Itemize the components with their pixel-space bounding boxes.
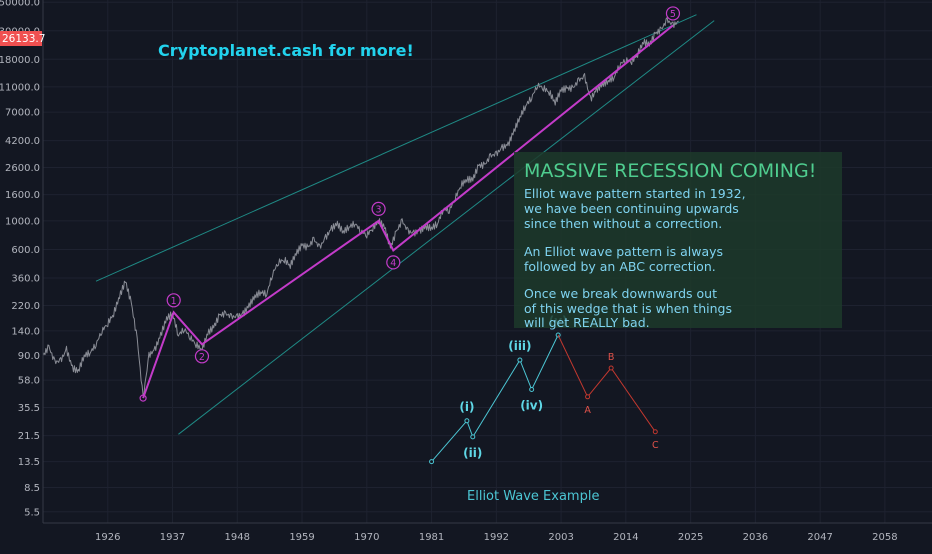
example-label: (i) bbox=[459, 400, 474, 414]
recession-line-2: we have been continuing upwards bbox=[524, 201, 739, 216]
recession-box-bg bbox=[514, 152, 842, 328]
abc-label: B bbox=[608, 352, 615, 363]
wave-label-circle bbox=[194, 349, 210, 364]
recession-line-1: Elliot wave pattern started in 1932, bbox=[524, 186, 746, 201]
x-tick-label: 2047 bbox=[807, 532, 832, 543]
example-caption: Elliot Wave Example bbox=[467, 489, 599, 504]
x-tick-label: 2014 bbox=[613, 532, 638, 543]
wedge-line bbox=[178, 20, 715, 435]
y-tick-label: 90.0 bbox=[18, 351, 40, 362]
example-wave-point bbox=[555, 332, 561, 338]
x-tick-label: 1981 bbox=[419, 532, 444, 543]
example-wave-point bbox=[470, 434, 476, 440]
example-label: (iii) bbox=[508, 339, 531, 353]
recession-line-10: will get REALLY bad. bbox=[524, 315, 650, 330]
y-tick-label: 50000.0 bbox=[0, 0, 40, 9]
y-tick-label: 4200.0 bbox=[5, 136, 40, 147]
headline-text: Cryptoplanet.cash for more! bbox=[158, 41, 414, 60]
wave-label-3: 3 bbox=[371, 201, 386, 216]
main-wave-line bbox=[142, 24, 674, 399]
recession-annotation[interactable]: MASSIVE RECESSION COMING! Elliot wave pa… bbox=[514, 152, 842, 330]
wave-label-1: 1 bbox=[166, 293, 181, 308]
wave-label-text: 2 bbox=[199, 352, 205, 363]
wave-label-2: 2 bbox=[194, 349, 210, 364]
recession-line-5: An Elliot wave pattern is always bbox=[524, 244, 723, 259]
wave-label-circle bbox=[386, 255, 401, 270]
y-tick-label: 360.0 bbox=[11, 274, 40, 285]
recession-title: MASSIVE RECESSION COMING! bbox=[524, 160, 816, 182]
wave-label-circle bbox=[665, 6, 681, 21]
x-tick-label: 2003 bbox=[548, 532, 573, 543]
y-tick-label: 13.5 bbox=[18, 457, 40, 468]
wave-label-text: 3 bbox=[376, 204, 382, 215]
example-wave-point bbox=[429, 459, 435, 465]
wedge-line bbox=[95, 14, 697, 282]
example-label: (ii) bbox=[463, 446, 482, 460]
recession-line-8: Once we break downwards out bbox=[524, 286, 717, 301]
wave-label-circle bbox=[166, 293, 181, 308]
y-tick-label: 1000.0 bbox=[5, 216, 40, 227]
y-tick-label: 220.0 bbox=[11, 301, 40, 312]
current-price-badge: 26133.7 bbox=[0, 31, 45, 46]
y-tick-label: 8.5 bbox=[24, 483, 40, 494]
wedge-trendlines bbox=[95, 14, 715, 435]
wave-label-text: 5 bbox=[670, 9, 676, 20]
example-wave-point bbox=[529, 387, 535, 393]
current-price-label: 26133.7 bbox=[2, 33, 45, 45]
y-tick-label: 600.0 bbox=[11, 245, 40, 256]
example-label: (iv) bbox=[520, 399, 543, 413]
x-tick-label: 1959 bbox=[289, 532, 314, 543]
abc-label: A bbox=[584, 405, 591, 416]
abc-label: C bbox=[652, 440, 659, 451]
elliott-main-wave: 1 2 3 4 5 bbox=[139, 6, 681, 402]
abc-wave-point bbox=[608, 365, 614, 371]
y-tick-label: 140.0 bbox=[11, 326, 40, 337]
y-tick-label: 7000.0 bbox=[5, 108, 40, 119]
x-tick-label: 1948 bbox=[225, 532, 250, 543]
wave-label-text: 4 bbox=[390, 258, 396, 269]
y-tick-label: 18000.0 bbox=[0, 55, 40, 66]
time-axis[interactable]: 1926 1937 1948 1959 1970 1981 1992 2003 2014 2025… bbox=[0, 522, 932, 550]
wave-label-4: 4 bbox=[386, 255, 401, 270]
y-tick-label: 35.5 bbox=[18, 403, 40, 414]
recession-line-6: followed by an ABC correction. bbox=[524, 259, 716, 274]
wave-label-circle bbox=[371, 201, 386, 216]
wave-label-text: 1 bbox=[171, 296, 177, 307]
x-tick-label: 2058 bbox=[872, 532, 897, 543]
example-wave-point bbox=[464, 418, 470, 424]
abc-wave-point bbox=[652, 429, 658, 435]
example-wave-line bbox=[431, 334, 559, 462]
wave-origin-marker bbox=[139, 394, 147, 402]
x-tick-label: 1970 bbox=[354, 532, 379, 543]
recession-line-9: of this wedge that is when things bbox=[524, 301, 732, 316]
abc-wave-point bbox=[585, 394, 591, 400]
x-tick-label: 1937 bbox=[160, 532, 185, 543]
abc-wave-line bbox=[557, 334, 656, 433]
abc-correction-wave: A B C bbox=[557, 334, 659, 451]
x-tick-label: 1926 bbox=[95, 532, 120, 543]
y-tick-label: 2600.0 bbox=[5, 163, 40, 174]
x-tick-label: 2036 bbox=[743, 532, 768, 543]
x-tick-label: 1992 bbox=[484, 532, 509, 543]
example-wave-point bbox=[517, 357, 523, 363]
wave-label-5: 5 bbox=[665, 6, 681, 21]
y-tick-label: 11000.0 bbox=[0, 82, 40, 93]
current-price-badge-bg bbox=[0, 31, 42, 46]
x-tick-label: 2025 bbox=[678, 532, 703, 543]
y-tick-label: 1600.0 bbox=[5, 190, 40, 201]
price-axis-bg bbox=[0, 0, 43, 523]
y-tick-label: 58.0 bbox=[18, 376, 40, 387]
y-tick-label: 5.5 bbox=[24, 507, 40, 518]
price-axis[interactable]: 50000.030000.018000.011000.07000.04200.0… bbox=[0, 0, 44, 550]
y-tick-label: 21.5 bbox=[18, 431, 40, 442]
recession-line-3: since then without a correction. bbox=[524, 216, 722, 231]
time-axis-bg bbox=[0, 523, 932, 550]
